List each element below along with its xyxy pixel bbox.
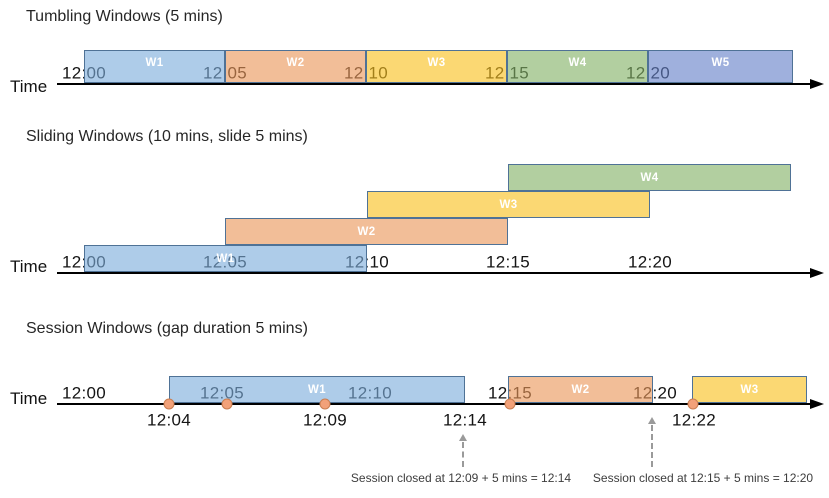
tumbling-axis-arrowhead-icon — [810, 79, 824, 89]
sliding-window-w3: W3 — [367, 191, 650, 218]
session-tick-12:00: 12:00 — [61, 383, 107, 403]
session-event-time-12:04: 12:04 — [146, 410, 192, 430]
session-window-label-w1: W1 — [307, 383, 327, 396]
sliding-tick-12:15: 12:15 — [485, 252, 531, 272]
tumbling-time-axis-label: Time — [10, 77, 48, 96]
session-event-time-12:14: 12:14 — [442, 410, 488, 430]
tumbling-window-w1: W1 — [84, 50, 225, 83]
session-window-label-w2: W2 — [571, 383, 590, 396]
sliding-window-w2: W2 — [225, 218, 508, 245]
sliding-window-label-w1: W1 — [216, 252, 235, 265]
sliding-section-title: Sliding Windows (10 mins, slide 5 mins) — [26, 128, 308, 145]
session-dashed-arrow-line-1 — [462, 442, 464, 467]
tumbling-section-title: Tumbling Windows (5 mins) — [26, 8, 223, 25]
sliding-time-axis — [57, 272, 810, 274]
session-time-axis — [57, 403, 810, 405]
tumbling-window-w2: W2 — [225, 50, 366, 83]
session-dashed-arrow-line-2 — [651, 425, 653, 467]
tumbling-window-label-w4: W4 — [568, 56, 587, 69]
sliding-window-w1: W1 — [84, 245, 367, 272]
session-event-dot-4 — [504, 398, 516, 410]
sliding-time-axis-label: Time — [10, 257, 48, 276]
session-window-label-w3: W3 — [740, 383, 759, 396]
session-event-dot-3 — [319, 398, 331, 410]
session-closed-note-1: Session closed at 12:09 + 5 mins = 12:14 — [350, 471, 572, 485]
tumbling-window-label-w1: W1 — [145, 56, 164, 69]
session-event-time-12:22: 12:22 — [671, 410, 717, 430]
sliding-window-label-w3: W3 — [499, 198, 518, 211]
session-event-dot-5 — [687, 398, 699, 410]
session-section-title: Session Windows (gap duration 5 mins) — [26, 320, 308, 337]
session-window-w2: W2 — [508, 376, 653, 403]
session-window-w1: W1 — [169, 376, 465, 403]
session-closed-note-2: Session closed at 12:15 + 5 mins = 12:20 — [592, 471, 814, 485]
session-window-w3: W3 — [692, 376, 807, 403]
session-event-time-12:09: 12:09 — [302, 410, 348, 430]
sliding-tick-12:20: 12:20 — [627, 252, 673, 272]
sliding-window-label-w4: W4 — [640, 171, 659, 184]
sliding-axis-arrowhead-icon — [810, 268, 824, 278]
tumbling-window-w3: W3 — [366, 50, 507, 83]
tumbling-window-label-w3: W3 — [427, 56, 446, 69]
session-event-dot-2 — [221, 398, 233, 410]
tumbling-window-label-w5: W5 — [711, 56, 730, 69]
tumbling-window-w5: W5 — [648, 50, 793, 83]
session-time-axis-label: Time — [10, 389, 48, 408]
tumbling-time-axis — [57, 83, 810, 85]
session-event-dot-1 — [163, 398, 175, 410]
sliding-window-w4: W4 — [508, 164, 791, 191]
tumbling-window-label-w2: W2 — [286, 56, 305, 69]
tumbling-window-w4: W4 — [507, 50, 648, 83]
sliding-window-label-w2: W2 — [357, 225, 376, 238]
session-axis-arrowhead-icon — [810, 399, 824, 409]
session-dashed-arrow-up-icon-1 — [459, 434, 467, 441]
session-dashed-arrow-up-icon-2 — [648, 417, 656, 424]
